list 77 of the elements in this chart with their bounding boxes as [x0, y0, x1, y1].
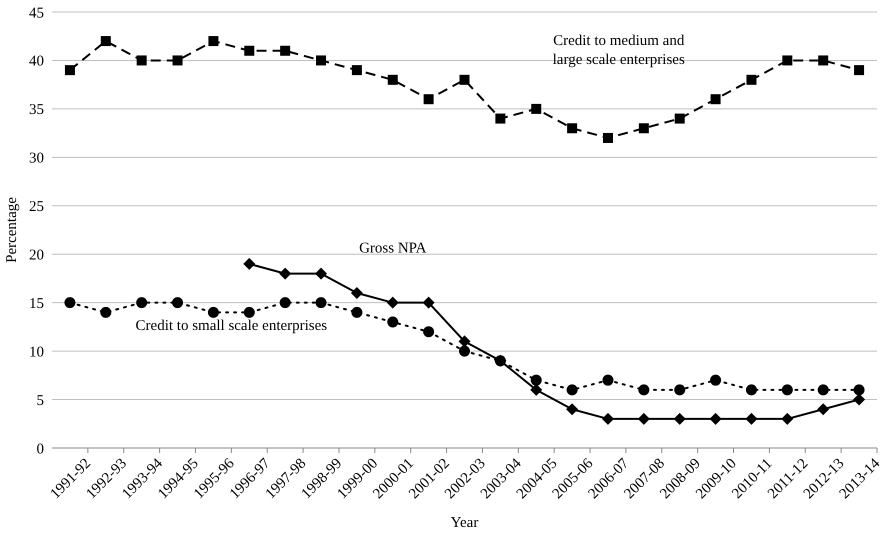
point [316, 297, 327, 308]
point [638, 123, 649, 134]
point [460, 74, 470, 85]
point [136, 297, 148, 308]
point [387, 316, 398, 328]
point [746, 384, 757, 396]
point [208, 306, 219, 318]
point [172, 297, 184, 308]
point [458, 335, 470, 348]
point [244, 46, 254, 56]
point [818, 55, 828, 66]
point [710, 94, 721, 104]
point [674, 384, 686, 396]
point [782, 384, 793, 396]
point [531, 104, 542, 114]
point [352, 65, 362, 76]
y-tick-label: 10 [29, 344, 44, 360]
point [745, 412, 758, 425]
y-tick-label: 40 [29, 54, 44, 70]
text: Credit to medium and large scale enterprises [552, 32, 685, 68]
point [280, 46, 290, 56]
point [64, 297, 76, 308]
point [459, 346, 470, 357]
text: Gross NPA [359, 240, 427, 256]
point [638, 384, 650, 396]
point [638, 412, 650, 425]
point [388, 74, 398, 85]
point [817, 403, 830, 416]
point [567, 123, 578, 134]
point [854, 384, 865, 396]
point [280, 297, 291, 308]
point [495, 114, 506, 124]
y-tick-label: 5 [36, 392, 44, 409]
point [136, 55, 147, 66]
point [674, 412, 686, 425]
point [279, 268, 292, 280]
y-tick-label: 15 [29, 296, 44, 312]
point [351, 306, 362, 318]
y-axis-title: Percentage [4, 196, 20, 263]
point [710, 412, 722, 425]
y-tick-label: 30 [29, 150, 44, 167]
point [244, 306, 255, 318]
point [602, 374, 614, 386]
point [566, 403, 578, 416]
point [424, 94, 434, 104]
point [782, 55, 792, 66]
point [494, 355, 506, 366]
y-tick-label: 35 [29, 102, 44, 118]
point [746, 74, 756, 85]
point [243, 258, 256, 270]
y-tick-label: 25 [29, 199, 44, 216]
point [100, 36, 111, 46]
point [602, 412, 614, 425]
point [100, 306, 112, 318]
series-label: Credit to small scale enterprises [136, 318, 328, 334]
point [64, 65, 75, 76]
point [710, 374, 722, 386]
y-tick-label: 20 [29, 247, 44, 264]
y-tick-label: 45 [29, 5, 44, 22]
y-tick-label: 0 [36, 441, 44, 458]
point [854, 65, 864, 76]
point [172, 55, 183, 66]
point [818, 384, 829, 396]
point [316, 55, 326, 66]
point [315, 268, 328, 280]
point [602, 132, 613, 143]
point [781, 412, 794, 425]
x-axis-title: Year [450, 515, 478, 531]
point [422, 296, 435, 309]
point [423, 326, 434, 338]
point [530, 374, 542, 386]
point [208, 36, 218, 46]
point [674, 114, 685, 124]
point [350, 286, 363, 299]
point [386, 296, 399, 309]
point [566, 384, 578, 396]
point [853, 394, 866, 406]
